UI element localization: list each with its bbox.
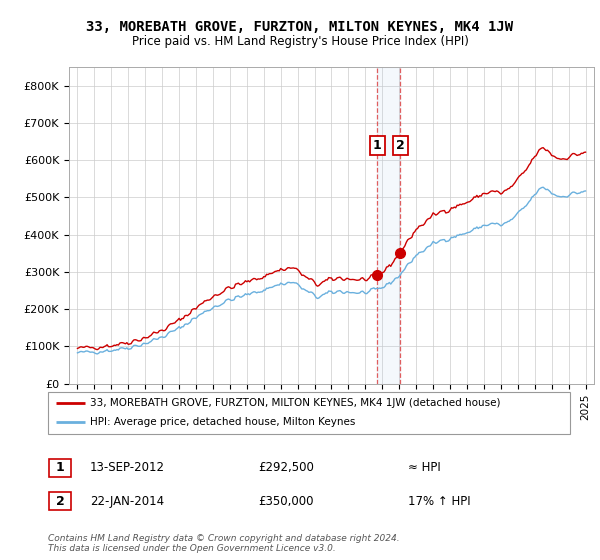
- Text: 1: 1: [373, 139, 382, 152]
- Text: HPI: Average price, detached house, Milton Keynes: HPI: Average price, detached house, Milt…: [90, 417, 355, 427]
- Text: Contains HM Land Registry data © Crown copyright and database right 2024.
This d: Contains HM Land Registry data © Crown c…: [48, 534, 400, 553]
- Bar: [377, 67, 400, 384]
- Text: £292,500: £292,500: [258, 461, 314, 474]
- Text: 2: 2: [396, 139, 404, 152]
- Text: £350,000: £350,000: [258, 494, 314, 508]
- Text: 2: 2: [56, 494, 64, 508]
- FancyBboxPatch shape: [49, 492, 71, 510]
- Text: 17% ↑ HPI: 17% ↑ HPI: [408, 494, 470, 508]
- Text: 33, MOREBATH GROVE, FURZTON, MILTON KEYNES, MK4 1JW (detached house): 33, MOREBATH GROVE, FURZTON, MILTON KEYN…: [90, 398, 500, 408]
- FancyBboxPatch shape: [48, 392, 570, 434]
- FancyBboxPatch shape: [49, 459, 71, 477]
- Text: 22-JAN-2014: 22-JAN-2014: [90, 494, 164, 508]
- Text: 1: 1: [56, 461, 64, 474]
- Text: Price paid vs. HM Land Registry's House Price Index (HPI): Price paid vs. HM Land Registry's House …: [131, 35, 469, 48]
- Text: 33, MOREBATH GROVE, FURZTON, MILTON KEYNES, MK4 1JW: 33, MOREBATH GROVE, FURZTON, MILTON KEYN…: [86, 20, 514, 34]
- Text: ≈ HPI: ≈ HPI: [408, 461, 441, 474]
- Text: 13-SEP-2012: 13-SEP-2012: [90, 461, 165, 474]
